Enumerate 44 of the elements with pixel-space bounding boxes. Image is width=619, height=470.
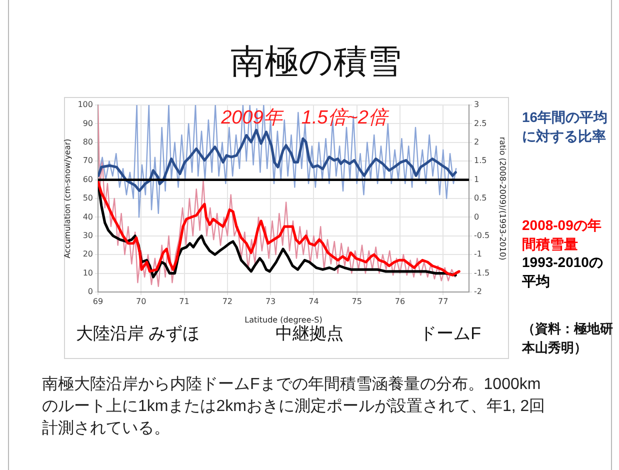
chart-title: 南極の積雪: [230, 42, 402, 83]
text: 大陸沿岸 みずほ: [76, 323, 200, 345]
y2-tick-label: 2.5: [474, 118, 487, 128]
y-tick-label: 50: [82, 194, 93, 203]
annotation: 2009年 1.5倍~2倍: [220, 107, 390, 128]
x-tick-label: 77: [438, 296, 448, 306]
x-tick-label: 70: [136, 296, 146, 306]
x-tick-label: 74: [308, 296, 319, 306]
y-tick-label: 40: [82, 212, 93, 222]
text: 2008-09の年間積雪量: [522, 216, 602, 254]
x-tick-label: 76: [394, 296, 406, 306]
y-tick-label: 100: [78, 100, 93, 110]
y-axis-title: Accumulation (cm-snow/year): [62, 138, 72, 258]
y-tick-label: 80: [82, 137, 93, 146]
x-tick-label: 73: [265, 296, 276, 306]
y2-tick-label: -2: [474, 287, 482, 296]
x-tick-label: 69: [92, 296, 104, 306]
y2-tick-label: 2: [474, 137, 480, 146]
text: 中継拠点: [276, 324, 344, 345]
y2-tick-label: 1: [474, 174, 480, 184]
y-tick-label: 90: [82, 118, 93, 128]
x-tick-label: 75: [352, 296, 362, 306]
y-tick-label: 0: [88, 287, 93, 296]
text: （資料：極地研本山秀明）: [522, 320, 614, 357]
y-tick-label: 10: [82, 268, 93, 278]
y-tick-label: 30: [82, 230, 93, 240]
y2-axis-title: ratio (2008-2009)/(1993-2010): [498, 136, 508, 260]
y-tick-label: 20: [82, 250, 93, 259]
y2-tick-label: 3: [474, 100, 480, 110]
y2-tick-label: -1: [474, 250, 482, 259]
y2-tick-label: 0.5: [474, 194, 487, 203]
text: 16年間の平均に対する比率: [522, 108, 609, 146]
y-tick-label: 60: [82, 174, 93, 184]
y2-tick-label: -1.5: [474, 268, 490, 278]
text: 南極大陸沿岸から内陸ドームFまでの年間積雪涵養量の分布。1000kmのルート上に1kmまたは2kmおきに測定ポールが設置されて、年1, 2回計測されている。: [42, 374, 546, 439]
y2-tick-label: -0.5: [474, 230, 490, 240]
x-tick-label: 72: [222, 296, 233, 306]
text: 1993-2010の平均: [522, 253, 604, 291]
x-tick-label: 71: [179, 296, 190, 306]
y2-tick-label: 0: [474, 212, 480, 222]
text: ドームF: [420, 323, 481, 345]
x-axis-title: Latitude (degree-S): [244, 315, 322, 324]
y-tick-label: 70: [82, 156, 93, 166]
y2-tick-label: 1.5: [474, 156, 487, 166]
